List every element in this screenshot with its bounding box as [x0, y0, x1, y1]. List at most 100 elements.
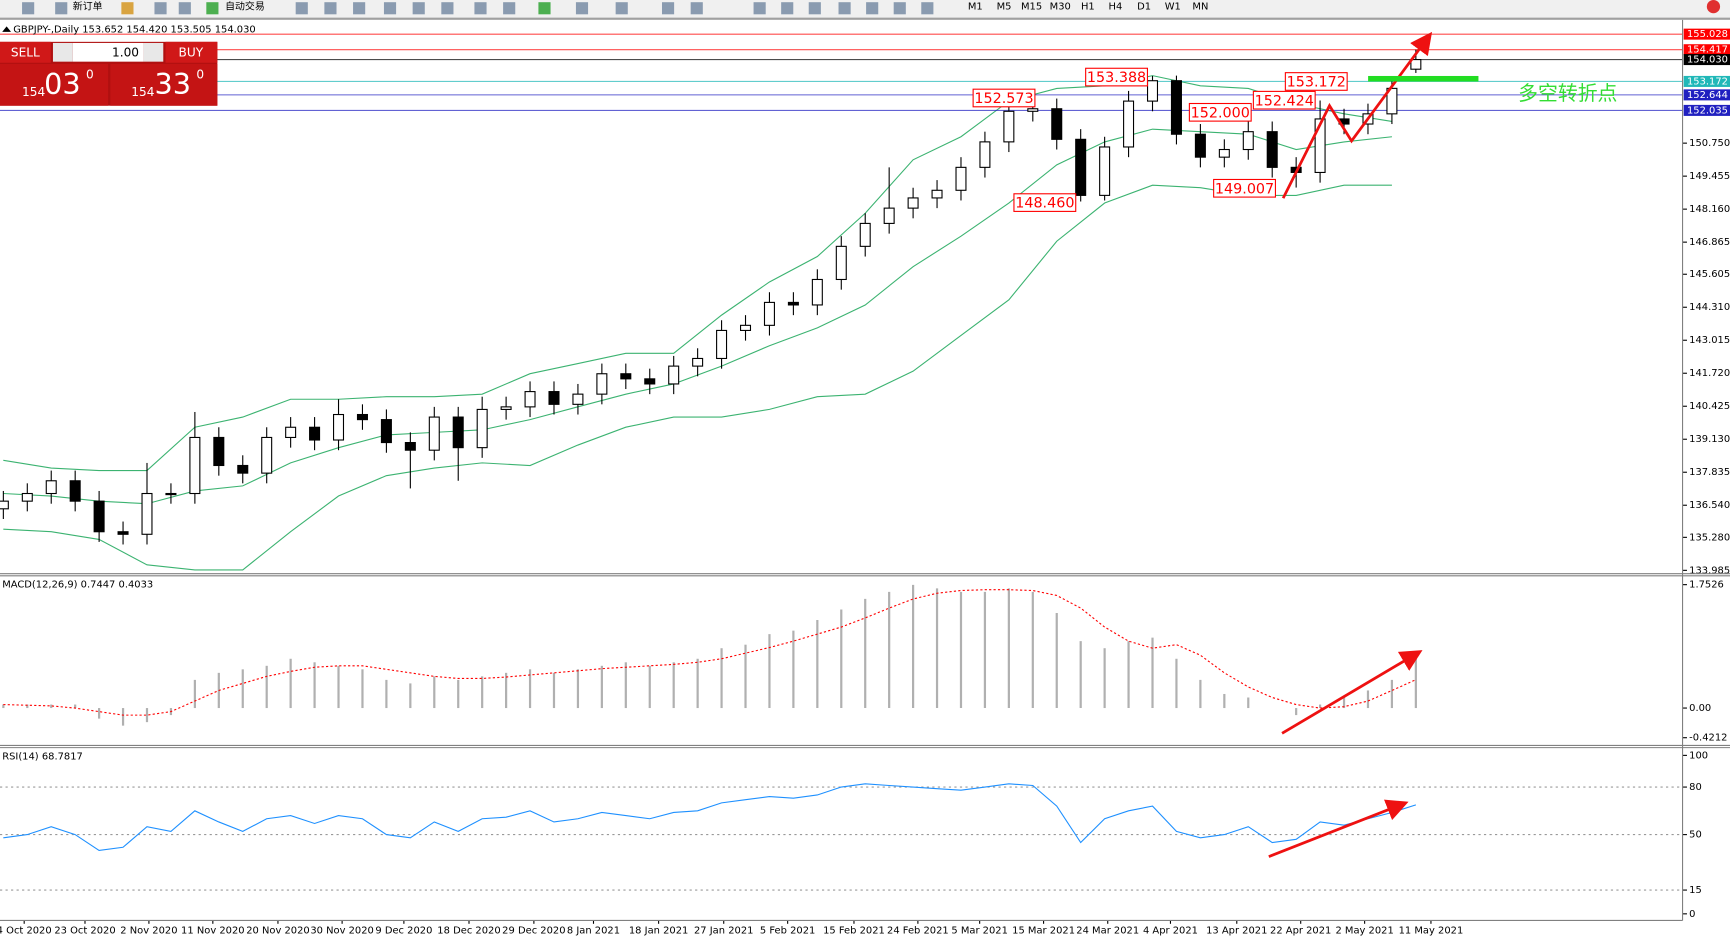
price-label-bg [1683, 104, 1730, 116]
candle-body [668, 365, 680, 385]
x-tick-label: 2 May 2021 [1335, 925, 1393, 936]
icon[interactable] [154, 2, 167, 15]
sell-label[interactable]: SELL [11, 45, 40, 59]
candle-body [1051, 108, 1063, 140]
candle-body [0, 500, 9, 510]
y-tick-label: 133.985 [1689, 565, 1730, 576]
candle-body [1314, 118, 1326, 174]
icon[interactable] [575, 2, 589, 15]
timeframe[interactable]: M5 [997, 2, 1012, 13]
icon[interactable] [690, 2, 703, 15]
icon[interactable] [808, 2, 821, 15]
icon[interactable] [441, 2, 454, 15]
y-tick-label: 80 [1689, 782, 1702, 793]
icon[interactable] [661, 2, 675, 15]
icon[interactable] [383, 2, 397, 15]
buy-label[interactable]: BUY [179, 45, 204, 59]
candle-body [596, 373, 608, 395]
x-tick-label: 18 Dec 2020 [437, 925, 500, 936]
toolbar-icons [22, 0, 1721, 15]
price-label-bg [1683, 89, 1730, 101]
sell-price-box[interactable] [0, 63, 109, 106]
candle-body [93, 500, 105, 533]
spin-up[interactable] [143, 42, 164, 62]
volume-input[interactable] [72, 42, 144, 62]
timeframe[interactable]: D1 [1137, 2, 1151, 13]
buy-button[interactable] [165, 41, 218, 63]
x-tick-label: 2 Nov 2020 [120, 925, 177, 936]
candle-body [524, 391, 536, 408]
icon[interactable] [206, 2, 219, 15]
auto-trading[interactable]: 自动交易 [225, 0, 265, 13]
price-label-bg [1683, 44, 1730, 56]
buy-price-box[interactable] [110, 63, 218, 106]
timeframe[interactable]: W1 [1165, 2, 1181, 13]
candle-body [261, 436, 273, 474]
candle-body [1410, 59, 1422, 70]
y-tick-label: 137.835 [1689, 467, 1730, 478]
buy-price-big-figure: 154 [131, 85, 154, 99]
icon[interactable] [22, 2, 35, 15]
candle-body [356, 413, 368, 421]
icon[interactable] [295, 2, 308, 15]
icon[interactable] [838, 2, 851, 15]
candle-body [404, 442, 416, 451]
annotation-box [1252, 90, 1316, 110]
icon[interactable] [412, 2, 425, 15]
collapse-icon[interactable] [2, 26, 12, 32]
icon[interactable] [893, 2, 906, 15]
x-tick-label: 5 Feb 2021 [760, 925, 815, 936]
price-label-bg [1683, 75, 1730, 87]
annotation-box [1013, 193, 1077, 212]
icon[interactable] [324, 2, 337, 15]
icon[interactable] [753, 2, 766, 15]
candle-body [955, 166, 967, 191]
candle-body [1170, 80, 1182, 135]
candle-body [1146, 80, 1159, 102]
icon[interactable] [178, 2, 191, 15]
timeframe[interactable]: M15 [1021, 2, 1042, 13]
candle-body [620, 373, 632, 380]
candle-body [931, 189, 943, 199]
candle-body [763, 301, 775, 326]
volume[interactable]: 1.00 [112, 45, 139, 59]
candle-body [117, 531, 129, 535]
candle-body [979, 141, 991, 168]
icon[interactable] [474, 2, 487, 15]
icon[interactable] [615, 2, 628, 15]
y-tick-label: 1.7526 [1689, 580, 1724, 591]
icon[interactable] [538, 2, 551, 15]
annotation-box [1284, 72, 1348, 91]
icon[interactable] [781, 2, 794, 15]
spin-down[interactable] [52, 42, 73, 62]
icon[interactable] [121, 2, 134, 15]
timeframe[interactable]: M30 [1050, 2, 1071, 13]
price-label: 154.030 [1687, 55, 1728, 66]
icon[interactable] [866, 2, 879, 15]
annotation: 153.388 [1087, 70, 1146, 86]
timeframe[interactable]: H1 [1081, 2, 1095, 13]
new-order[interactable]: 新订单 [73, 0, 103, 13]
icon[interactable] [503, 2, 516, 15]
x-tick-label: 9 Dec 2020 [375, 925, 432, 936]
trade-panel: SELL 1.00 BUY 154 03 0 154 33 0 [0, 41, 218, 106]
timeframe[interactable]: MN [1192, 2, 1208, 13]
annotation: 149.007 [1215, 181, 1274, 197]
timeframes: M1 M5 M15 M30 H1 H4 D1 W1 MN [968, 2, 1209, 13]
icon[interactable] [55, 2, 68, 15]
turning-point-bar [1368, 75, 1479, 82]
icon[interactable] [921, 2, 934, 15]
sell-button[interactable] [0, 41, 51, 63]
timeframe[interactable]: M1 [968, 2, 983, 13]
x-tick-label: 15 Mar 2021 [1012, 925, 1075, 936]
annotation: 152.424 [1255, 93, 1314, 109]
alert-icon[interactable] [1706, 0, 1721, 14]
timeframe[interactable]: H4 [1109, 2, 1123, 13]
y-tick-label: 50 [1689, 830, 1702, 841]
x-tick-label: 22 Apr 2021 [1270, 925, 1331, 936]
annotation-box [1085, 67, 1149, 87]
sell-price-pips: 03 [44, 67, 80, 101]
icon[interactable] [353, 2, 366, 15]
